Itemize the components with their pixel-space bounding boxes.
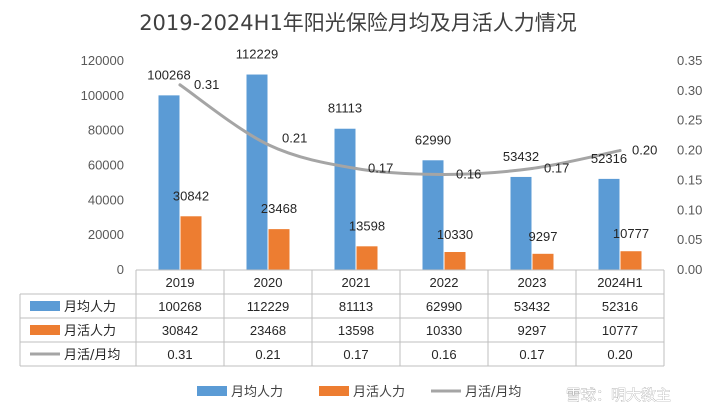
x-tick-label: 2021	[342, 275, 371, 290]
table-cell: 112229	[247, 299, 289, 314]
legend-label: 月均人力	[231, 385, 283, 400]
bar-value-label: 112229	[236, 47, 278, 62]
table-cell: 13598	[338, 323, 374, 338]
watermark: 雪球：明大教主	[566, 386, 671, 404]
y-right-tick-label: 0.25	[677, 113, 702, 128]
bar-value-label: 9297	[529, 229, 558, 244]
bar-value-label: 23468	[261, 201, 297, 216]
table-cell: 9297	[518, 323, 547, 338]
legend-label: 月活/月均	[465, 385, 521, 400]
bar-value-label: 100268	[147, 67, 190, 82]
x-tick-label: 2022	[430, 275, 459, 290]
ratio-point-5	[618, 149, 622, 153]
table-cell: 0.21	[255, 347, 280, 362]
table-cell: 0.17	[519, 347, 544, 362]
table-cell: 0.20	[607, 347, 632, 362]
y-right-tick-label: 0.30	[677, 83, 702, 98]
table-row-label: 月活人力	[64, 324, 116, 339]
ratio-value-label: 0.17	[368, 160, 393, 175]
bar-value-label: 30842	[173, 188, 209, 203]
table-cell: 100268	[158, 299, 201, 314]
chart-title: 2019-2024H1年阳光保险月均及月活人力情况	[139, 11, 577, 35]
ratio-value-label: 0.21	[282, 131, 307, 146]
table-cell: 62990	[426, 299, 462, 314]
ratio-point-3	[442, 172, 446, 176]
bar-monthly-avg-0	[158, 95, 180, 270]
table-key-0	[30, 301, 60, 311]
bar-value-label: 52316	[591, 151, 627, 166]
bar-monthly-active-3	[444, 252, 466, 270]
table-cell: 0.31	[167, 347, 192, 362]
bar-monthly-avg-2	[334, 128, 356, 270]
bar-monthly-active-5	[620, 251, 642, 270]
x-tick-label: 2023	[518, 275, 547, 290]
ratio-value-label: 0.31	[194, 77, 219, 92]
ratio-value-label: 0.20	[632, 143, 657, 158]
bar-value-label: 62990	[415, 132, 451, 147]
y-right-tick-label: 0.00	[677, 262, 702, 277]
bar-monthly-active-2	[356, 246, 378, 270]
table-cell: 10777	[602, 323, 638, 338]
bar-monthly-active-4	[532, 253, 554, 270]
table-cell: 0.16	[431, 347, 456, 362]
table-cell: 53432	[514, 299, 550, 314]
table-cell: 10330	[426, 323, 462, 338]
ratio-point-1	[266, 143, 270, 147]
legend-key-0	[197, 386, 227, 396]
y-left-tick-label: 100000	[81, 88, 124, 103]
table-row-label: 月活/月均	[64, 348, 120, 363]
y-left-tick-label: 40000	[88, 192, 124, 207]
table-cell: 81113	[339, 299, 373, 314]
y-left-tick-label: 60000	[88, 158, 124, 173]
ratio-point-0	[178, 83, 182, 87]
bar-monthly-avg-4	[510, 176, 532, 270]
bar-monthly-avg-3	[422, 160, 444, 270]
ratio-value-label: 0.17	[544, 160, 569, 175]
bar-value-label: 53432	[503, 149, 539, 164]
ratio-point-4	[530, 166, 534, 170]
y-right-tick-label: 0.10	[677, 202, 702, 217]
bar-value-label: 81113	[328, 101, 362, 116]
legend-label: 月活人力	[353, 385, 405, 400]
y-right-tick-label: 0.35	[677, 53, 702, 68]
y-right-tick-label: 0.05	[677, 232, 702, 247]
legend-key-1	[319, 386, 349, 396]
table-cell: 30842	[162, 323, 198, 338]
bar-value-label: 13598	[349, 218, 385, 233]
table-cell: 52316	[602, 299, 638, 314]
ratio-line	[178, 83, 622, 176]
y-right-tick-label: 0.20	[677, 143, 702, 158]
ratio-point-2	[354, 166, 358, 170]
table-cell: 23468	[250, 323, 286, 338]
bar-value-label: 10330	[437, 227, 473, 242]
bar-monthly-active-1	[268, 229, 290, 270]
y-left-tick-label: 80000	[88, 123, 124, 138]
x-tick-label: 2024H1	[597, 275, 643, 290]
ratio-value-label: 0.16	[456, 166, 481, 181]
y-left-tick-label: 20000	[88, 227, 124, 242]
table-key-1	[30, 325, 60, 335]
table-row-label: 月均人力	[64, 300, 116, 315]
bar-monthly-avg-1	[246, 74, 268, 271]
x-tick-label: 2019	[166, 275, 195, 290]
y-left-tick-label: 120000	[81, 53, 124, 68]
bar-value-label: 10777	[613, 226, 649, 241]
bar-monthly-avg-5	[598, 178, 620, 270]
y-right-tick-label: 0.15	[677, 172, 702, 187]
table-cell: 0.17	[343, 347, 368, 362]
x-tick-label: 2020	[254, 275, 283, 290]
y-left-tick-label: 0	[117, 262, 124, 277]
bar-monthly-active-0	[180, 216, 202, 270]
